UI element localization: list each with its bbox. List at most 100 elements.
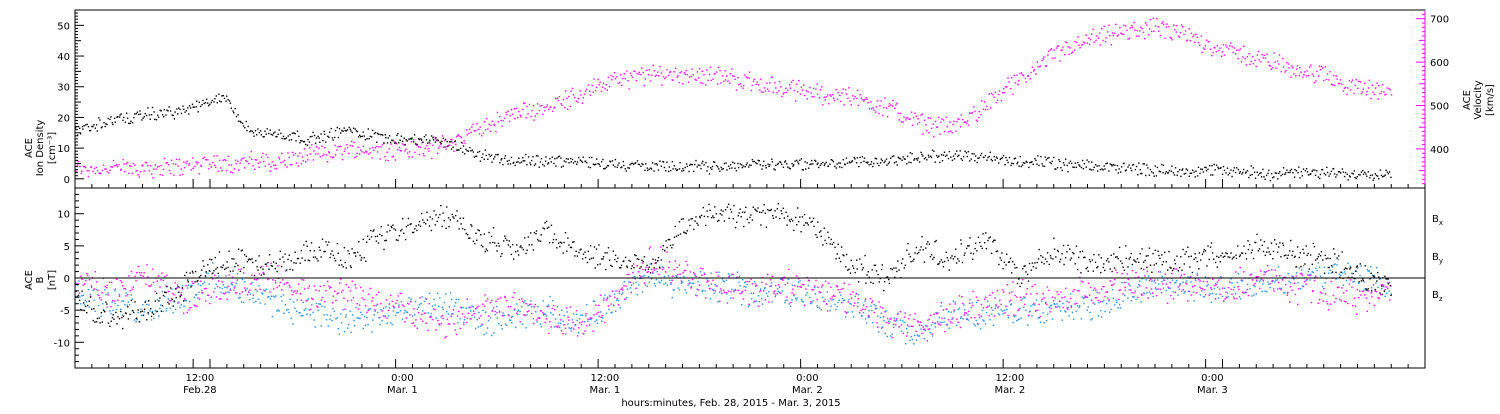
density-point (930, 156, 931, 157)
by-point (1369, 270, 1370, 271)
bz-point (321, 299, 322, 300)
by-point (582, 315, 583, 316)
velocity-point (146, 162, 147, 163)
velocity-point (108, 172, 109, 173)
bz-point (529, 304, 530, 305)
bz-point (253, 295, 254, 296)
density-point (1015, 158, 1016, 159)
bz-point (1121, 273, 1122, 274)
bx-point (226, 261, 227, 262)
density-point (507, 161, 508, 162)
density-point (257, 128, 258, 129)
density-point (746, 164, 747, 165)
density-point (196, 101, 197, 102)
bz-point (1152, 292, 1153, 293)
by-point (710, 298, 711, 299)
density-point (1101, 168, 1102, 169)
density-point (1365, 173, 1366, 174)
velocity-point (1108, 25, 1109, 26)
bz-point (582, 321, 583, 322)
by-point (406, 311, 407, 312)
bz-point (374, 309, 375, 310)
density-point (401, 136, 402, 137)
velocity-point (1191, 33, 1192, 34)
bz-point (1203, 281, 1204, 282)
velocity-point (573, 94, 574, 95)
velocity-point (738, 84, 739, 85)
by-point (379, 324, 380, 325)
density-point (1184, 173, 1185, 174)
bx-point (287, 259, 288, 260)
density-point (971, 158, 972, 159)
density-point (775, 169, 776, 170)
density-point (1319, 178, 1320, 179)
density-point (539, 167, 540, 168)
velocity-point (469, 129, 470, 130)
velocity-point (385, 160, 386, 161)
bz-point (625, 286, 626, 287)
by-point (1381, 288, 1382, 289)
velocity-point (1139, 30, 1140, 31)
bz-point (837, 286, 838, 287)
bx-point (520, 245, 521, 246)
density-point (375, 132, 376, 133)
bx-point (460, 218, 461, 219)
density-point (847, 163, 848, 164)
density-point (293, 132, 294, 133)
by-point (110, 313, 111, 314)
bz-point (334, 291, 335, 292)
density-point (1236, 167, 1237, 168)
density-point (1297, 172, 1298, 173)
bx-point (494, 242, 495, 243)
bz-point (1260, 270, 1261, 271)
velocity-point (1023, 75, 1024, 76)
bz-point (638, 271, 639, 272)
bz-point (1139, 285, 1140, 286)
by-point (771, 282, 772, 283)
velocity-point (526, 117, 527, 118)
bz-point (969, 303, 970, 304)
by-point (1288, 273, 1289, 274)
bz-point (86, 273, 87, 274)
velocity-point (506, 114, 507, 115)
velocity-point (356, 153, 357, 154)
bz-point (984, 299, 985, 300)
velocity-point (586, 89, 587, 90)
velocity-point (184, 167, 185, 168)
bz-point (1296, 275, 1297, 276)
velocity-point (1074, 50, 1075, 51)
density-point (1154, 176, 1155, 177)
density-point (424, 136, 425, 137)
bz-point (943, 309, 944, 310)
velocity-point (162, 175, 163, 176)
bx-point (215, 257, 216, 258)
bz-point (554, 309, 555, 310)
velocity-point (219, 160, 220, 161)
velocity-point (263, 161, 264, 162)
bz-point (656, 268, 657, 269)
bz-point (950, 321, 951, 322)
by-point (1334, 263, 1335, 264)
by-point (999, 314, 1000, 315)
velocity-point (230, 171, 231, 172)
velocity-point (952, 132, 953, 133)
velocity-point (950, 130, 951, 131)
bz-point (505, 297, 506, 298)
density-point (266, 133, 267, 134)
by-point (487, 327, 488, 328)
by-point (286, 310, 287, 311)
legend-by-sub: y (1439, 257, 1443, 265)
bz-point (1241, 279, 1242, 280)
by-point (439, 297, 440, 298)
velocity-point (832, 94, 833, 95)
velocity-point (1204, 49, 1205, 50)
density-point (1009, 157, 1010, 158)
density-point (1022, 164, 1023, 165)
density-point (276, 136, 277, 137)
bx-point (462, 228, 463, 229)
bx-point (623, 260, 624, 261)
velocity-point (593, 78, 594, 79)
velocity-point (570, 106, 571, 107)
velocity-point (632, 77, 633, 78)
density-point (1235, 172, 1236, 173)
